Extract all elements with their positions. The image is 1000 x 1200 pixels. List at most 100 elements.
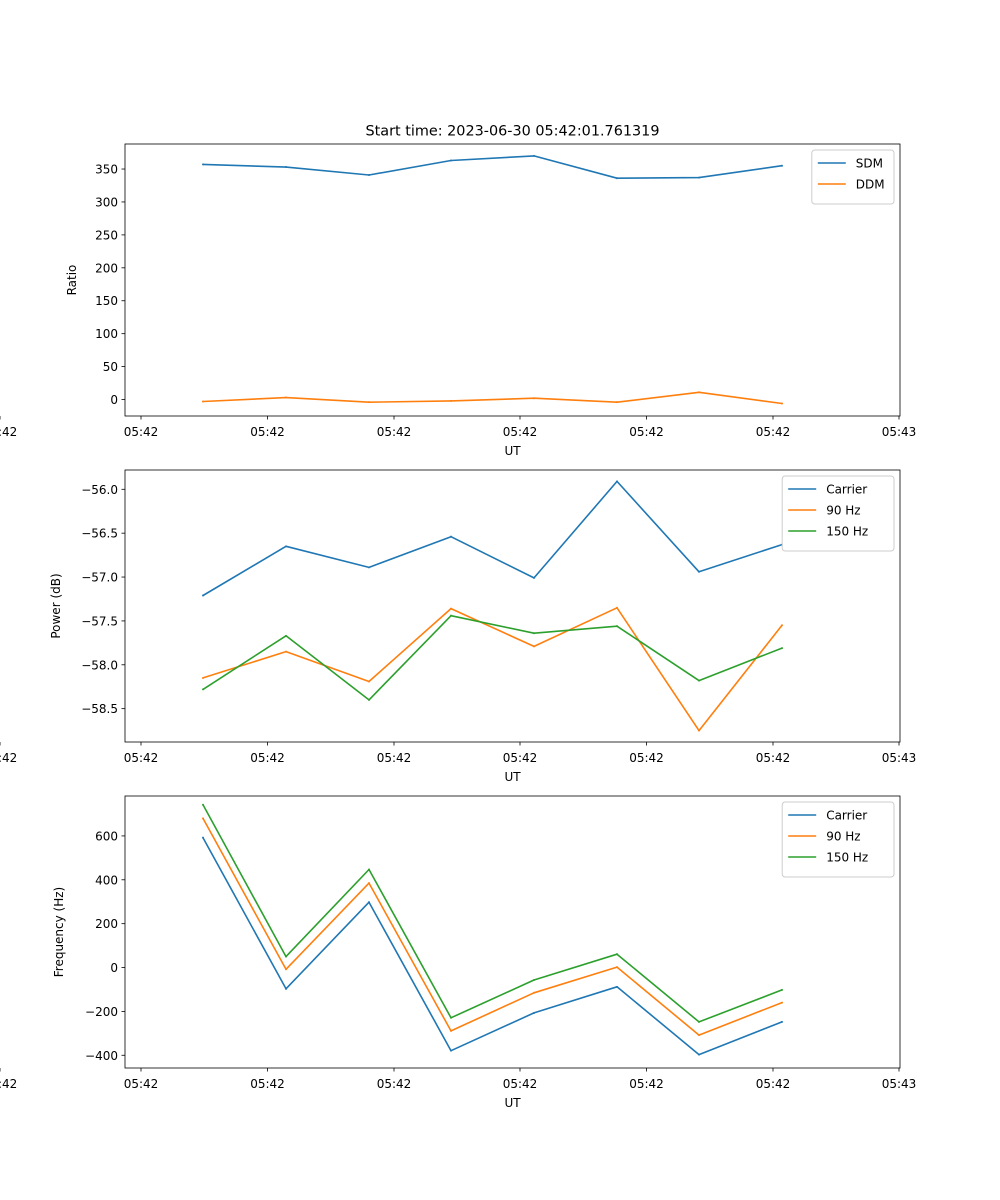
x-tick-label: 05:42 <box>0 425 17 439</box>
x-tick-label: 05:42 <box>250 425 285 439</box>
x-tick-label: 05:42 <box>124 751 159 765</box>
legend: Carrier 90 Hz 150 Hz <box>781 475 895 552</box>
data-point-150-hz <box>450 1016 452 1019</box>
data-point-carrier <box>533 1011 535 1014</box>
data-point-90-hz <box>781 624 783 627</box>
data-point-150-hz <box>202 688 204 691</box>
y-tick-label: 250 <box>95 228 118 242</box>
series-line-90-hz <box>202 606 783 732</box>
x-tick-label: 05:42 <box>377 425 412 439</box>
data-point-ddm <box>202 400 204 403</box>
legend: Carrier 90 Hz 150 Hz <box>781 801 895 878</box>
data-point-150-hz <box>698 679 700 682</box>
data-point-ddm <box>781 402 783 405</box>
legend-label: 90 Hz <box>826 504 860 518</box>
figure-title: Start time: 2023-06-30 05:42:01.761319 <box>365 124 659 140</box>
x-tick-label: 05:43 <box>882 751 917 765</box>
data-point-ddm <box>450 399 452 402</box>
data-point-150-hz <box>368 868 370 871</box>
data-point-150-hz <box>781 647 783 650</box>
y-tick-label: −200 <box>85 1005 118 1019</box>
series-line-150-hz <box>202 614 783 701</box>
data-point-carrier <box>202 594 204 597</box>
plot-frame <box>124 795 901 1069</box>
data-point-sdm <box>202 163 204 166</box>
data-point-150-hz <box>450 614 452 617</box>
y-tick-label: 0 <box>110 961 118 975</box>
y-tick-label: −57.5 <box>81 614 118 628</box>
series-line-ddm <box>202 391 783 405</box>
x-tick-label: 05:42 <box>756 751 791 765</box>
y-tick-label: 300 <box>95 195 118 209</box>
data-point-90-hz <box>285 968 287 971</box>
x-axis-label: UT <box>504 770 521 784</box>
legend-box <box>781 801 895 878</box>
y-tick-label: 200 <box>95 917 118 931</box>
data-point-90-hz <box>202 817 204 820</box>
x-tick-label: 05:42 <box>0 751 17 765</box>
x-tick-label: 05:42 <box>377 751 412 765</box>
x-tick-label: 05:42 <box>629 425 664 439</box>
data-point-90-hz <box>616 966 618 969</box>
data-point-90-hz <box>450 607 452 610</box>
y-tick-label: 200 <box>95 261 118 275</box>
data-point-90-hz <box>450 1029 452 1032</box>
data-point-90-hz <box>533 645 535 648</box>
data-point-90-hz <box>368 680 370 683</box>
y-tick-label: −58.0 <box>81 658 118 672</box>
data-point-90-hz <box>368 882 370 885</box>
data-point-150-hz <box>616 953 618 956</box>
data-point-150-hz <box>202 803 204 806</box>
series-line-150-hz <box>202 804 783 1023</box>
y-axis-label: Frequency (Hz) <box>52 887 66 978</box>
x-tick-label: 05:42 <box>503 425 538 439</box>
legend-label: DDM <box>856 178 885 192</box>
y-tick-label: −400 <box>85 1049 118 1063</box>
data-point-150-hz <box>285 955 287 958</box>
data-point-carrier <box>450 1049 452 1052</box>
x-tick-label: 05:43 <box>882 425 917 439</box>
x-tick-label: 05:42 <box>0 1077 17 1091</box>
data-point-carrier <box>616 480 618 483</box>
legend-label: Carrier <box>826 483 867 497</box>
series-line-carrier <box>202 480 783 597</box>
data-point-150-hz <box>698 1020 700 1023</box>
y-tick-label: 0 <box>110 393 118 407</box>
x-tick-label: 05:43 <box>882 1077 917 1091</box>
data-point-150-hz <box>616 625 618 628</box>
legend-label: 150 Hz <box>826 525 868 539</box>
x-axis-label: UT <box>504 1096 521 1110</box>
legend: SDM DDM <box>811 149 895 205</box>
x-axis-label: UT <box>504 444 521 458</box>
y-tick-label: 50 <box>103 360 118 374</box>
y-tick-label: −56.5 <box>81 527 118 541</box>
data-point-sdm <box>450 159 452 162</box>
x-tick-label: 05:42 <box>124 425 159 439</box>
data-point-ddm <box>285 396 287 399</box>
legend-label: 90 Hz <box>826 830 860 844</box>
x-tick-label: 05:42 <box>503 1077 538 1091</box>
data-point-150-hz <box>285 634 287 637</box>
data-point-90-hz <box>533 991 535 994</box>
plot-frame <box>124 143 901 417</box>
data-point-carrier <box>285 987 287 990</box>
data-point-90-hz <box>698 1034 700 1037</box>
y-tick-label: 350 <box>95 163 118 177</box>
y-tick-label: −56.0 <box>81 483 118 497</box>
data-point-ddm <box>533 397 535 400</box>
data-point-carrier <box>781 1020 783 1023</box>
data-point-90-hz <box>781 1001 783 1004</box>
chart-panel-2: −58.5 −58.0 −57.5 −57.0 −56.5 −56.0 05:42 05:42… <box>0 469 917 784</box>
data-point-carrier <box>368 901 370 904</box>
legend-label: Carrier <box>826 809 867 823</box>
data-point-90-hz <box>698 729 700 732</box>
x-tick-label: 05:42 <box>629 751 664 765</box>
data-point-90-hz <box>202 676 204 679</box>
data-point-carrier <box>450 535 452 538</box>
data-point-150-hz <box>533 632 535 635</box>
legend-box <box>781 475 895 552</box>
chart-panels: 0 50 100 150 200 250 300 350 05:42 05:42 05:42 05:4… <box>0 143 917 1110</box>
data-point-sdm <box>368 173 370 176</box>
data-point-carrier <box>616 985 618 988</box>
data-point-sdm <box>781 164 783 167</box>
